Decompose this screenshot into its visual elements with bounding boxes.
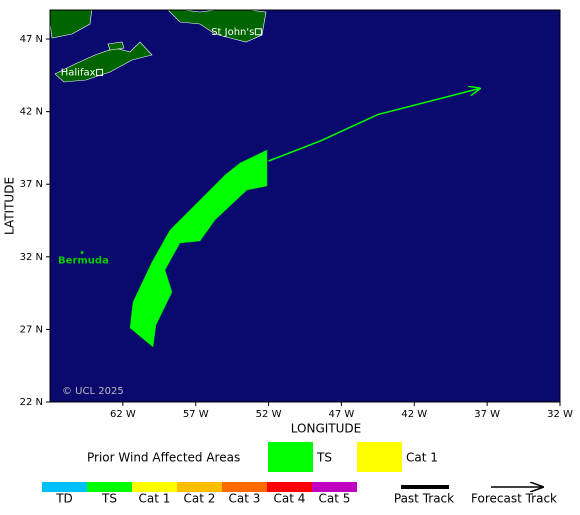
legend-label: Cat 1 <box>406 451 438 465</box>
scale-label: TD <box>55 492 73 506</box>
x-axis-label: LONGITUDE <box>291 422 361 436</box>
place-label: St John's <box>211 27 254 38</box>
legend-label: TS <box>316 451 332 465</box>
y-tick-label: 27 N <box>20 324 43 335</box>
y-tick-label: 37 N <box>20 179 43 190</box>
place-marker <box>96 68 104 76</box>
past-track-label: Past Track <box>394 492 454 506</box>
place-marker <box>80 250 84 254</box>
forecast-track <box>268 88 480 162</box>
legend-title: Prior Wind Affected Areas <box>87 451 240 465</box>
place-label: Bermuda <box>58 255 109 266</box>
forecast-track-label: Forecast Track <box>471 492 557 506</box>
scale-label: Cat 5 <box>319 492 351 506</box>
place-marker <box>254 28 262 36</box>
legend-swatch <box>357 442 402 472</box>
scale-label: Cat 4 <box>274 492 306 506</box>
y-tick-label: 42 N <box>20 107 43 118</box>
scale-label: Cat 3 <box>229 492 261 506</box>
x-tick-label: 37 W <box>474 409 500 420</box>
wind-area <box>129 149 268 348</box>
y-tick-label: 22 N <box>20 397 43 408</box>
scale-swatch <box>312 482 357 492</box>
scale-swatch <box>222 482 267 492</box>
scale-label: Cat 2 <box>184 492 216 506</box>
y-tick-label: 47 N <box>20 34 43 45</box>
x-tick-label: 42 W <box>401 409 427 420</box>
legend-swatch <box>268 442 313 472</box>
map-frame <box>49 9 561 403</box>
scale-label: TS <box>101 492 117 506</box>
scale-label: Cat 1 <box>139 492 171 506</box>
place-label: Halifax <box>61 67 96 78</box>
land <box>50 10 267 83</box>
x-tick-label: 47 W <box>329 409 355 420</box>
scale-swatch <box>132 482 177 492</box>
x-tick-label: 52 W <box>256 409 282 420</box>
x-tick-label: 32 W <box>547 409 573 420</box>
copyright: © UCL 2025 <box>62 386 124 397</box>
scale-swatch <box>267 482 312 492</box>
scale-swatch <box>177 482 222 492</box>
ocean <box>50 10 560 402</box>
y-tick-label: 32 N <box>20 252 43 263</box>
x-tick-label: 62 W <box>110 409 136 420</box>
y-axis-label: LATITUDE <box>3 177 17 235</box>
scale-swatch <box>87 482 132 492</box>
scale-swatch <box>42 482 87 492</box>
x-tick-label: 57 W <box>183 409 209 420</box>
